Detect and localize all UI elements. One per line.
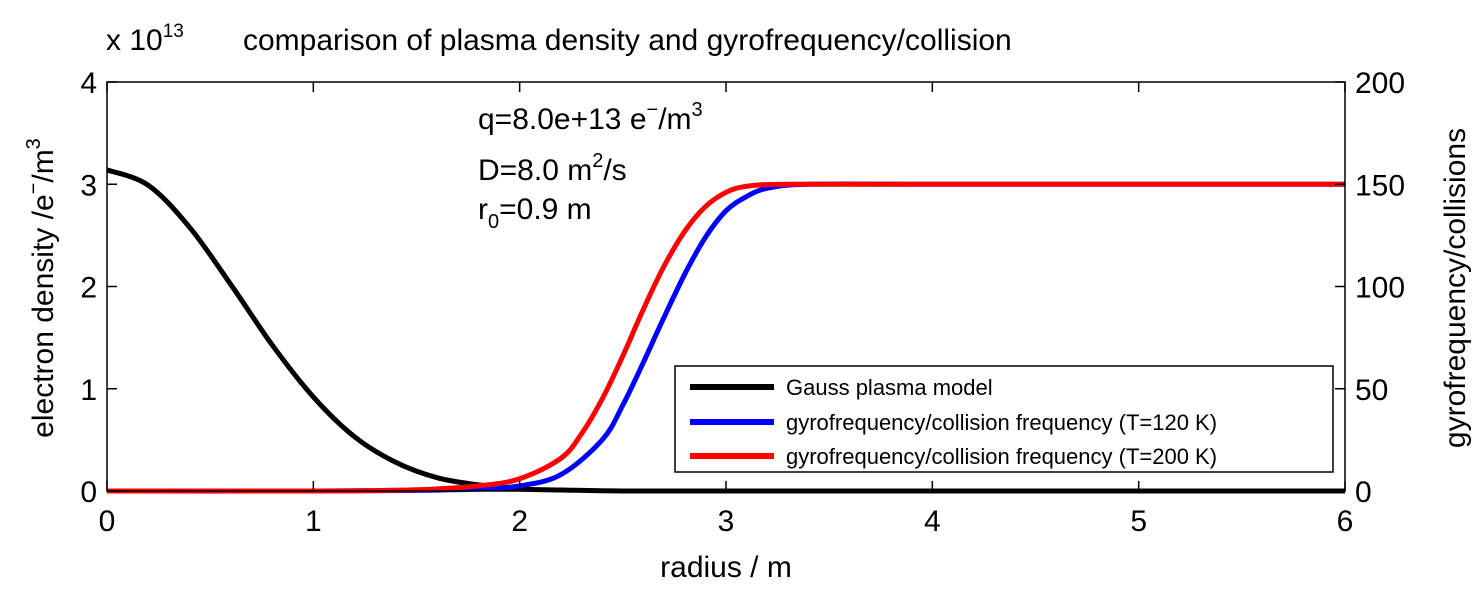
- y-right-tick-label: 0: [1355, 476, 1372, 509]
- legend: Gauss plasma model gyrofrequency/collisi…: [674, 365, 1334, 473]
- annotation-q: q=8.0e+13 e−/m3: [478, 99, 703, 136]
- y-right-tick-label: 50: [1355, 374, 1388, 407]
- annotation-r0: r0=0.9 m: [478, 193, 592, 233]
- y-left-tick-label: 3: [80, 169, 97, 202]
- series-line-2: [106, 181, 1345, 494]
- x-tick-label: 2: [511, 505, 528, 538]
- exponent-power: 13: [163, 21, 184, 42]
- y-axis-left-label: electron density /e−/m3: [23, 138, 60, 438]
- y-left-tick-label: 0: [80, 476, 97, 509]
- annotation-d: D=8.0 m2/s: [478, 150, 627, 187]
- legend-label-120k: gyrofrequency/collision frequency (T=120…: [786, 410, 1217, 435]
- legend-box: [674, 365, 1334, 473]
- x-tick-label: 5: [1130, 505, 1147, 538]
- exponent-prefix: x 1013: [106, 21, 184, 57]
- legend-label-gauss: Gauss plasma model: [786, 375, 993, 400]
- y-left-tick-label: 1: [80, 374, 97, 407]
- x-tick-label: 3: [718, 505, 735, 538]
- y-right-tick-label: 100: [1355, 272, 1405, 305]
- x-tick-label: 0: [99, 505, 116, 538]
- x-tick-label: 1: [305, 505, 322, 538]
- y-axis-right-label: gyrofrequency/collisions: [1439, 128, 1472, 448]
- y-right-tick-label: 200: [1355, 67, 1405, 100]
- y-right-tick-label: 150: [1355, 169, 1405, 202]
- x-axis-label: radius / m: [660, 551, 792, 584]
- x-tick-label: 6: [1337, 505, 1354, 538]
- legend-label-200k: gyrofrequency/collision frequency (T=200…: [786, 444, 1217, 469]
- y-left-tick-label: 2: [80, 272, 97, 305]
- y-left-tick-label: 4: [80, 67, 97, 100]
- chart-title: comparison of plasma density and gyrofre…: [243, 24, 1012, 57]
- x-tick-label: 4: [924, 505, 941, 538]
